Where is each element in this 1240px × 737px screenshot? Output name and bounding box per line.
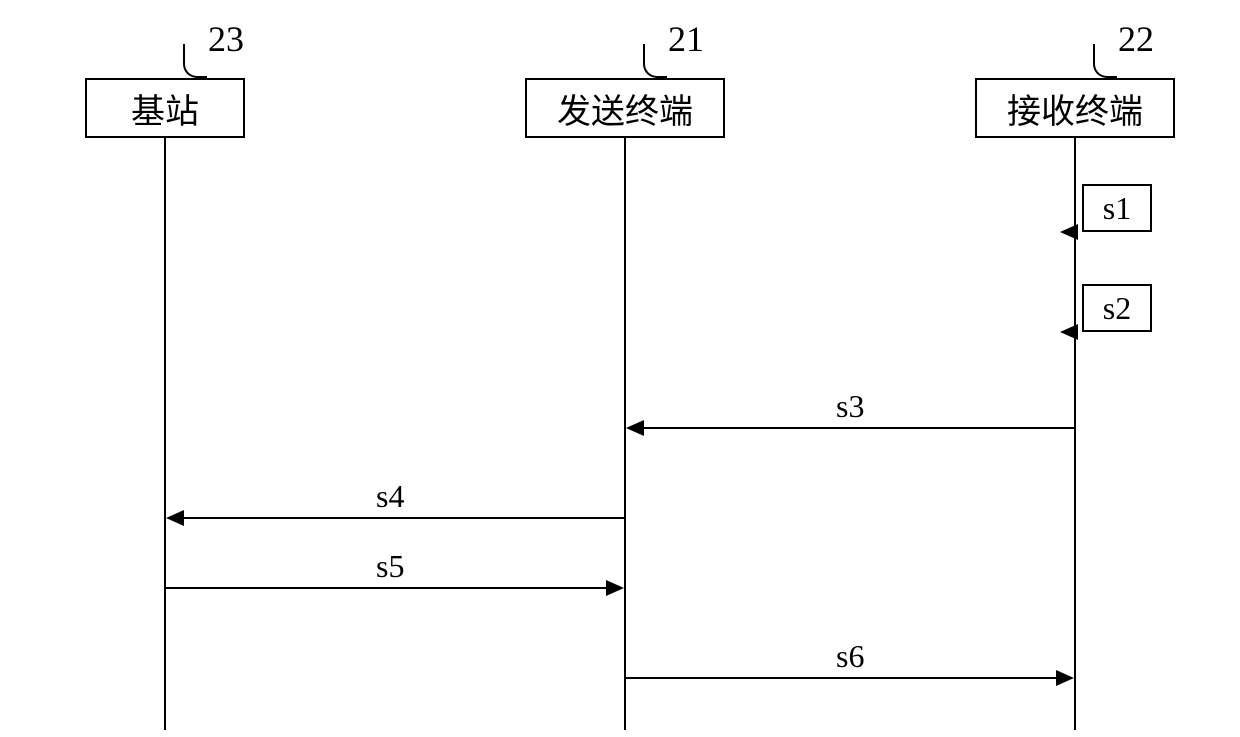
label-connector-23 [183, 44, 207, 78]
message-arrow-s3 [626, 420, 644, 436]
message-arrow-s6 [1056, 670, 1074, 686]
self-arrow-s2 [1060, 324, 1078, 340]
participant-label-receiver: 接收终端 [1007, 84, 1143, 133]
message-label-s6: s6 [836, 638, 864, 675]
self-message-label-s2: s2 [1103, 290, 1131, 327]
self-message-label-s1: s1 [1103, 190, 1131, 227]
self-message-s1: s1 [1082, 184, 1152, 232]
self-arrow-s1 [1060, 224, 1078, 240]
self-message-s2: s2 [1082, 284, 1152, 332]
message-label-s4: s4 [376, 478, 404, 515]
participant-box-base-station: 基站 [85, 78, 245, 138]
label-connector-21 [643, 44, 667, 78]
participant-box-receiver: 接收终端 [975, 78, 1175, 138]
message-label-s5: s5 [376, 548, 404, 585]
message-arrow-s5 [606, 580, 624, 596]
participant-box-sender: 发送终端 [525, 78, 725, 138]
message-line-s4 [180, 517, 625, 519]
label-connector-22 [1093, 44, 1117, 78]
participant-id-21: 21 [668, 18, 704, 60]
message-label-s3: s3 [836, 388, 864, 425]
participant-id-22: 22 [1118, 18, 1154, 60]
participant-label-base-station: 基站 [131, 84, 199, 133]
message-line-s5 [165, 587, 610, 589]
message-line-s3 [640, 427, 1075, 429]
message-line-s6 [625, 677, 1060, 679]
message-arrow-s4 [166, 510, 184, 526]
participant-label-sender: 发送终端 [557, 84, 693, 133]
participant-id-23: 23 [208, 18, 244, 60]
lifeline-base-station [164, 138, 166, 730]
